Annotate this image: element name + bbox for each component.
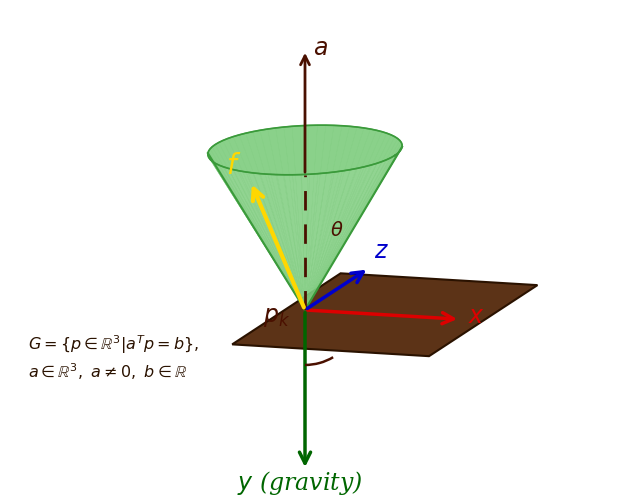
Polygon shape — [305, 125, 317, 310]
Text: $G = \{p \in \mathbb{R}^3|a^Tp = b\},$: $G = \{p \in \mathbb{R}^3|a^Tp = b\},$ — [28, 334, 199, 356]
Text: $a \in \mathbb{R}^3,\ a \neq 0,\ b \in \mathbb{R}$: $a \in \mathbb{R}^3,\ a \neq 0,\ b \in \… — [28, 362, 187, 382]
Polygon shape — [305, 168, 357, 310]
Polygon shape — [276, 175, 305, 310]
Polygon shape — [305, 153, 397, 310]
Polygon shape — [305, 143, 402, 310]
Polygon shape — [233, 135, 305, 310]
Polygon shape — [260, 129, 305, 310]
Polygon shape — [305, 137, 397, 310]
Polygon shape — [305, 133, 391, 310]
Polygon shape — [246, 132, 305, 310]
Polygon shape — [305, 128, 371, 310]
Polygon shape — [212, 162, 305, 310]
Text: $x$: $x$ — [468, 305, 485, 328]
Polygon shape — [305, 125, 326, 310]
Polygon shape — [215, 163, 305, 310]
Polygon shape — [232, 273, 538, 356]
Text: $z$: $z$ — [374, 240, 389, 263]
Polygon shape — [305, 130, 382, 310]
Polygon shape — [305, 129, 376, 310]
Polygon shape — [218, 140, 305, 310]
Polygon shape — [208, 155, 305, 310]
Polygon shape — [305, 126, 357, 310]
Polygon shape — [208, 125, 402, 175]
Polygon shape — [212, 145, 305, 310]
Polygon shape — [276, 127, 305, 310]
Polygon shape — [305, 149, 401, 310]
Polygon shape — [284, 175, 305, 310]
Polygon shape — [305, 151, 400, 310]
Polygon shape — [223, 139, 305, 310]
Polygon shape — [208, 151, 305, 310]
Polygon shape — [301, 174, 310, 310]
Polygon shape — [305, 139, 400, 310]
Polygon shape — [305, 125, 342, 310]
Polygon shape — [305, 147, 402, 310]
Polygon shape — [305, 135, 395, 310]
Polygon shape — [246, 172, 305, 310]
Polygon shape — [305, 167, 364, 310]
Polygon shape — [209, 157, 305, 310]
Polygon shape — [305, 160, 387, 310]
Polygon shape — [305, 162, 382, 310]
Polygon shape — [305, 163, 377, 310]
Polygon shape — [305, 170, 350, 310]
Text: $f$: $f$ — [225, 153, 241, 180]
Polygon shape — [268, 128, 305, 310]
Polygon shape — [223, 167, 305, 310]
Polygon shape — [228, 168, 305, 310]
Polygon shape — [305, 155, 395, 310]
Polygon shape — [208, 153, 305, 310]
Polygon shape — [219, 165, 305, 310]
Polygon shape — [305, 172, 334, 310]
Polygon shape — [305, 158, 391, 310]
Polygon shape — [305, 171, 343, 310]
Polygon shape — [305, 173, 326, 310]
Polygon shape — [305, 145, 402, 310]
Polygon shape — [215, 143, 305, 310]
Text: $a$: $a$ — [313, 37, 328, 60]
Polygon shape — [210, 160, 305, 310]
Text: $\theta$: $\theta$ — [331, 221, 344, 240]
Polygon shape — [305, 165, 371, 310]
Polygon shape — [305, 126, 350, 310]
Polygon shape — [253, 130, 305, 310]
Polygon shape — [253, 173, 305, 310]
Polygon shape — [305, 132, 387, 310]
Polygon shape — [208, 149, 305, 310]
Polygon shape — [283, 126, 305, 310]
Polygon shape — [261, 174, 305, 310]
Polygon shape — [301, 125, 309, 310]
Polygon shape — [305, 127, 364, 310]
Polygon shape — [210, 147, 305, 310]
Polygon shape — [305, 174, 318, 310]
Text: $y$ (gravity): $y$ (gravity) — [237, 469, 363, 497]
Text: $p_k$: $p_k$ — [263, 306, 290, 329]
Polygon shape — [268, 174, 305, 310]
Polygon shape — [240, 171, 305, 310]
Polygon shape — [239, 133, 305, 310]
Polygon shape — [292, 175, 305, 310]
Polygon shape — [234, 170, 305, 310]
Polygon shape — [305, 141, 401, 310]
Polygon shape — [228, 137, 305, 310]
Polygon shape — [305, 125, 334, 310]
Polygon shape — [292, 126, 305, 310]
